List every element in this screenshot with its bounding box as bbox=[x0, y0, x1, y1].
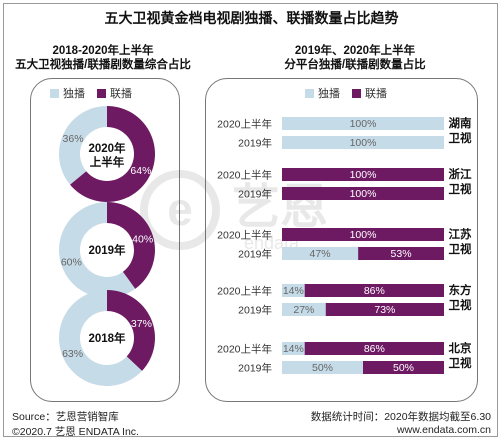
watermark-text: 艺恩 bbox=[232, 181, 328, 234]
stat-time-note: 数据统计时间：2020年数据均截至6.30 bbox=[310, 411, 491, 423]
left-title-line1: 2018-2020年上半年 bbox=[52, 45, 154, 57]
site-url: www.endata.com.cn bbox=[397, 424, 491, 436]
watermark-logo: e 艺恩 endata bbox=[140, 170, 328, 253]
watermark-latin: endata bbox=[244, 233, 300, 253]
legend-swatch-exclusive bbox=[305, 88, 314, 98]
right-title-line1: 2019年、2020年上半年 bbox=[294, 45, 416, 57]
legend-label-exclusive: 独播 bbox=[63, 88, 85, 100]
right-panel bbox=[205, 78, 478, 402]
legend-item-joint: 联播 bbox=[97, 85, 132, 101]
left-title-line2: 五大卫视独播/联播剧数量综合占比 bbox=[15, 59, 191, 71]
legend-label-joint: 联播 bbox=[365, 88, 387, 100]
legend-swatch-joint bbox=[352, 88, 361, 98]
legend-swatch-joint bbox=[97, 88, 106, 98]
legend-label-joint: 联播 bbox=[110, 88, 132, 100]
copyright-text: ©2020.7 艺恩 ENDATA Inc. bbox=[12, 426, 139, 438]
left-legend: 独播 联播 bbox=[50, 85, 144, 101]
right-panel-title: 2019年、2020年上半年 分平台独播/联播剧数量占比 bbox=[235, 44, 475, 72]
left-panel-title: 2018-2020年上半年 五大卫视独播/联播剧数量综合占比 bbox=[3, 44, 203, 72]
left-panel bbox=[30, 78, 180, 402]
right-title-line2: 分平台独播/联播剧数量占比 bbox=[284, 59, 426, 71]
legend-label-exclusive: 独播 bbox=[318, 88, 340, 100]
right-legend: 独播 联播 bbox=[305, 85, 399, 101]
legend-item-exclusive: 独播 bbox=[305, 85, 340, 101]
chart-frame bbox=[3, 3, 498, 437]
chart-title: 五大卫视黄金档电视剧独播、联播数量占比趋势 bbox=[104, 10, 399, 26]
legend-swatch-exclusive bbox=[50, 88, 59, 98]
source-text: Source：艺恩营销智库 bbox=[12, 411, 119, 423]
watermark-mark: e bbox=[167, 183, 193, 235]
legend-item-exclusive: 独播 bbox=[50, 85, 85, 101]
legend-item-joint: 联播 bbox=[352, 85, 387, 101]
